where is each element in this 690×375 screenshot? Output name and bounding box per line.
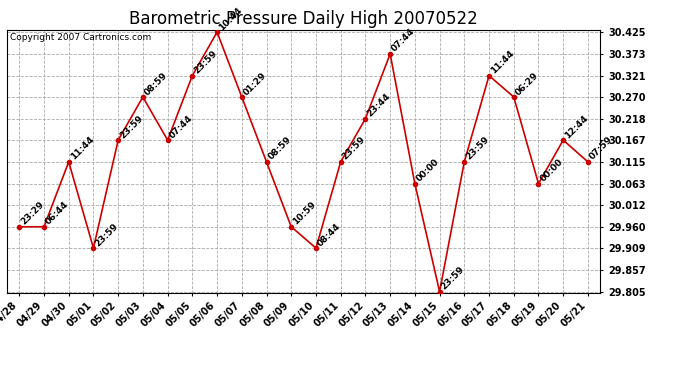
Text: 10:44: 10:44	[217, 5, 244, 32]
Text: 00:00: 00:00	[415, 158, 441, 184]
Text: 06:44: 06:44	[44, 200, 70, 227]
Text: 12:44: 12:44	[563, 113, 590, 140]
Text: 11:44: 11:44	[489, 49, 516, 76]
Text: 23:59: 23:59	[118, 113, 145, 140]
Text: 23:59: 23:59	[464, 135, 491, 162]
Text: 00:00: 00:00	[538, 158, 564, 184]
Text: Copyright 2007 Cartronics.com: Copyright 2007 Cartronics.com	[10, 33, 151, 42]
Text: 23:59: 23:59	[93, 221, 120, 248]
Text: 10:59: 10:59	[291, 200, 318, 227]
Text: 01:29: 01:29	[241, 70, 268, 97]
Text: 23:44: 23:44	[366, 92, 392, 119]
Text: 07:44: 07:44	[168, 113, 195, 140]
Text: 23:29: 23:29	[19, 200, 46, 227]
Title: Barometric Pressure Daily High 20070522: Barometric Pressure Daily High 20070522	[129, 10, 478, 28]
Text: 23:59: 23:59	[440, 265, 466, 292]
Text: 06:29: 06:29	[514, 70, 540, 97]
Text: 23:59: 23:59	[193, 49, 219, 76]
Text: 08:59: 08:59	[143, 70, 170, 97]
Text: 23:59: 23:59	[341, 135, 367, 162]
Text: 08:59: 08:59	[266, 135, 293, 162]
Text: 11:44: 11:44	[69, 135, 95, 162]
Text: 08:44: 08:44	[316, 221, 343, 248]
Text: 07:59: 07:59	[588, 135, 615, 162]
Text: 07:44: 07:44	[390, 27, 417, 54]
